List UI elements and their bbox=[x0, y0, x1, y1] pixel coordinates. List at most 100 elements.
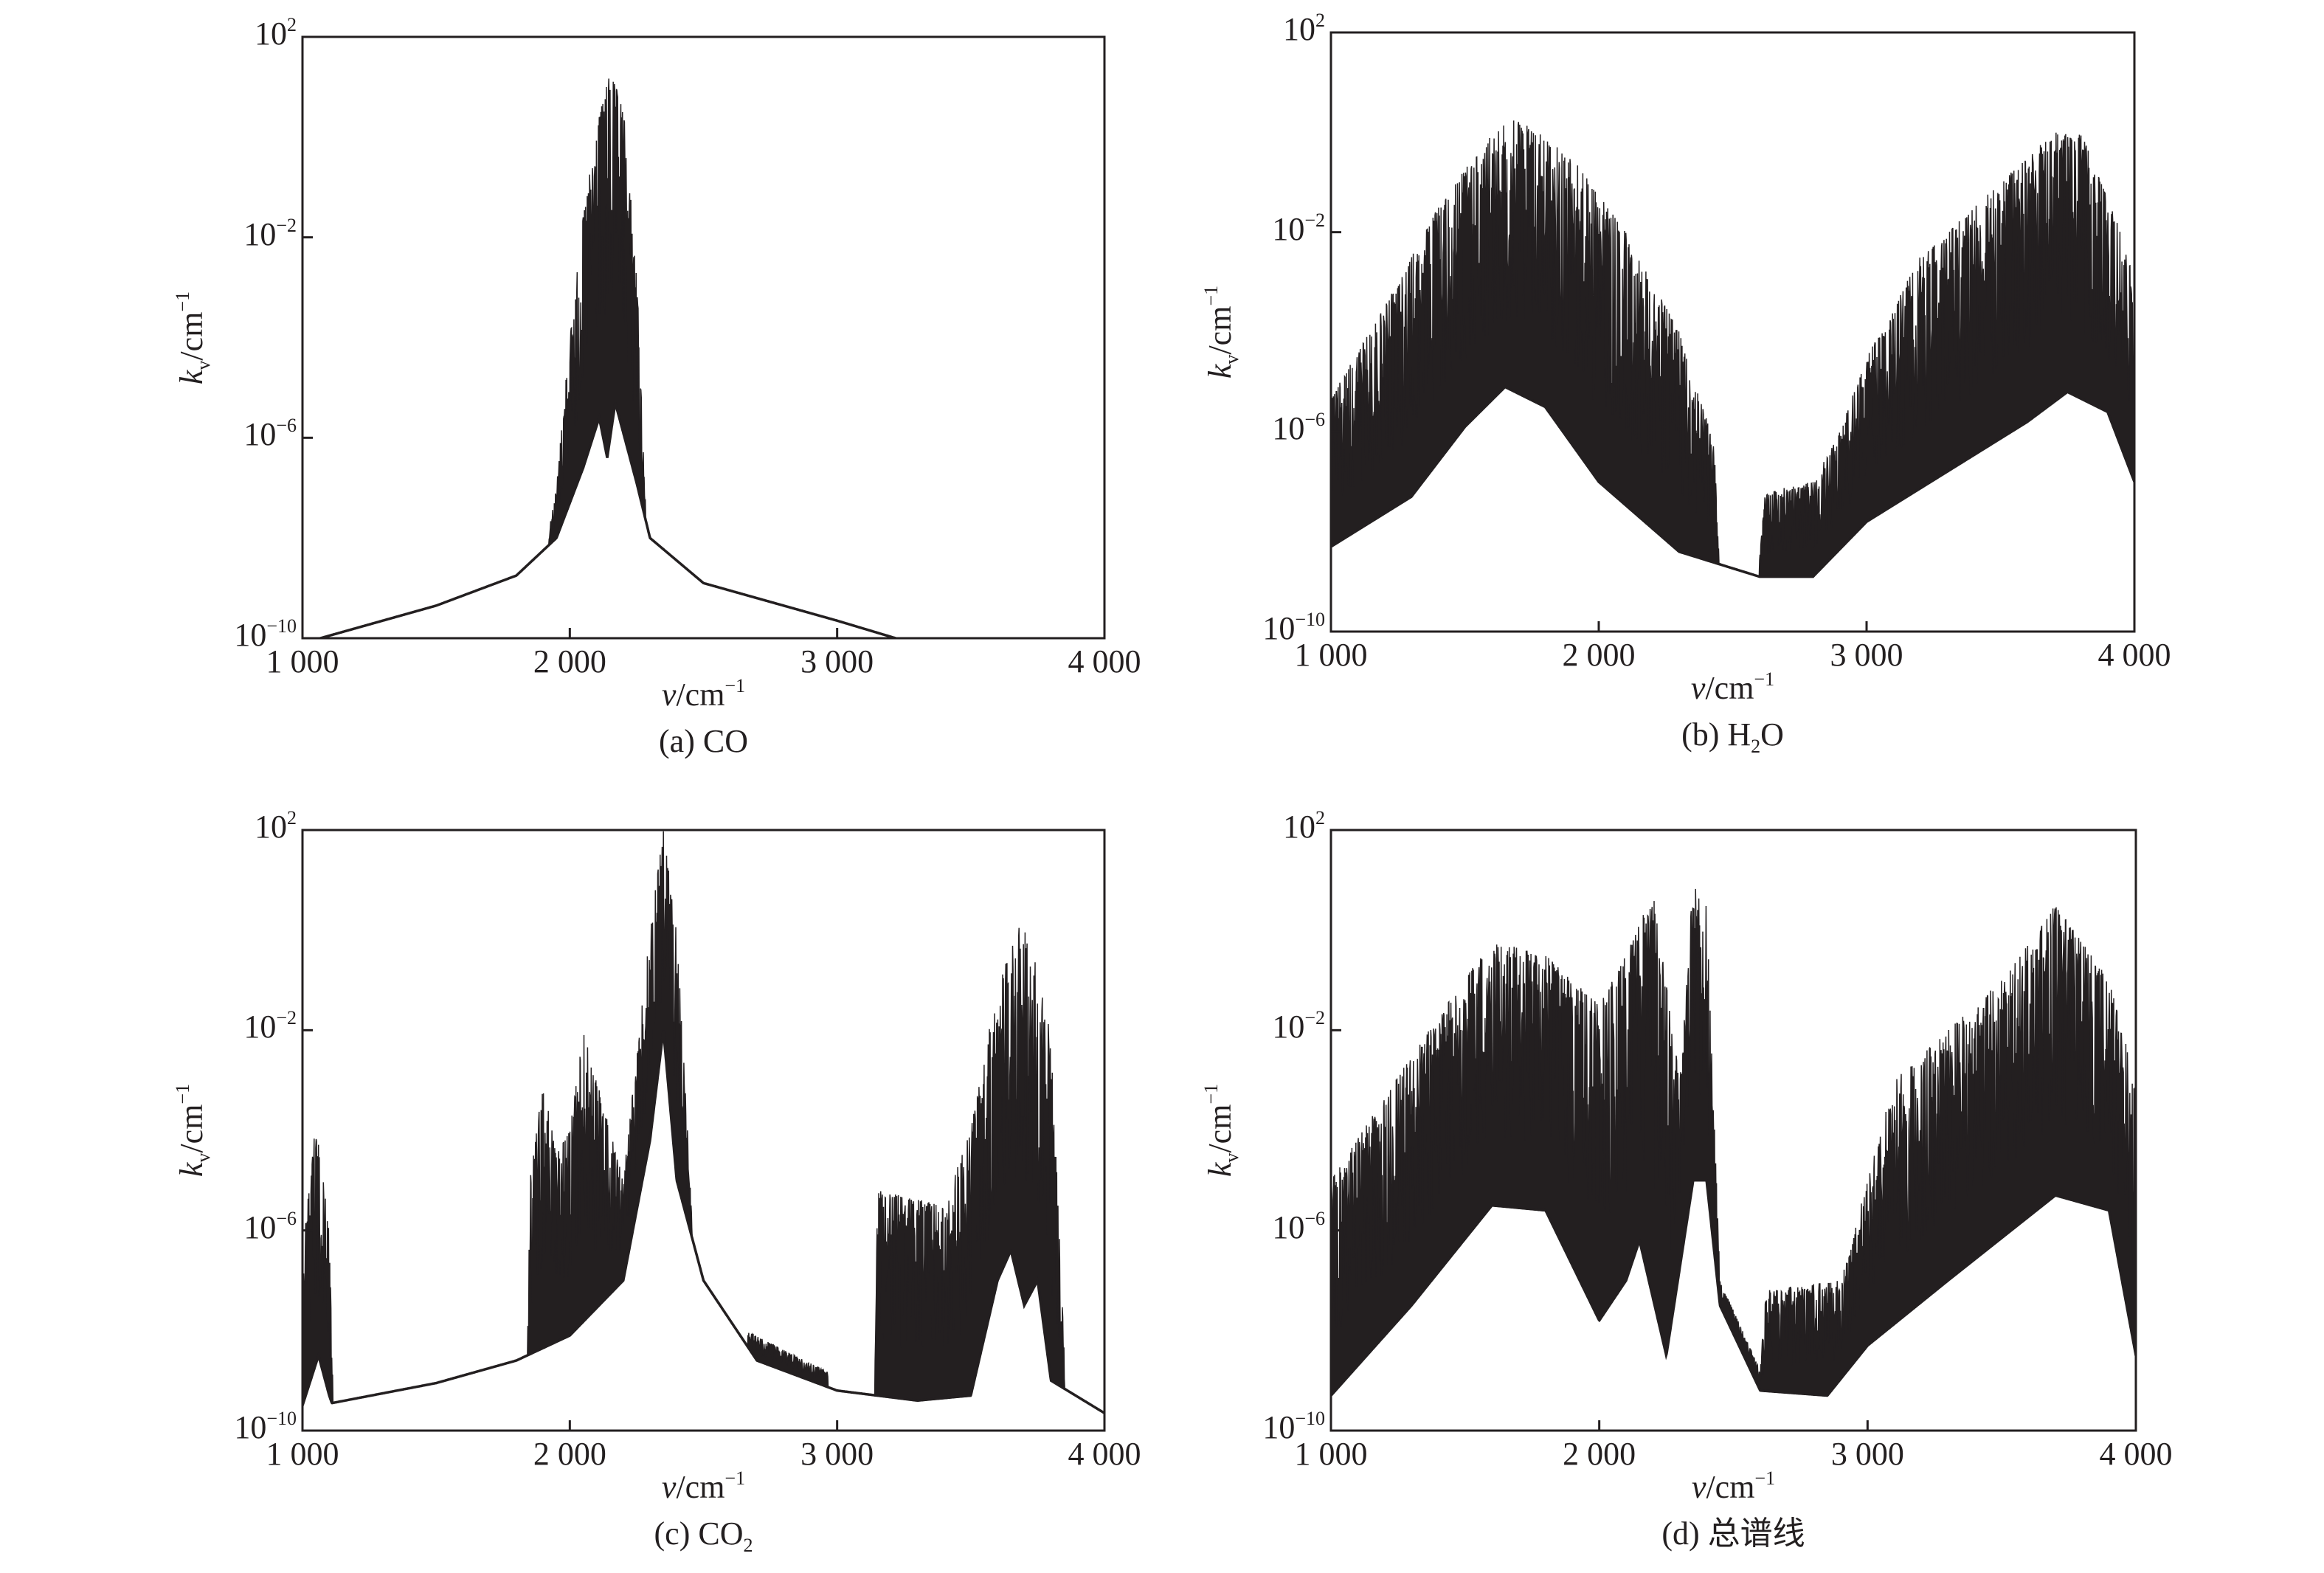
chart-b bbox=[1329, 31, 2136, 633]
chart-d bbox=[1329, 829, 2137, 1432]
y-tick-base: 10 bbox=[1262, 1409, 1296, 1445]
y-tick-base: 10 bbox=[234, 1409, 267, 1445]
y-tick-exponent: −6 bbox=[1304, 409, 1325, 431]
y-tick-label: 10−10 bbox=[1262, 1408, 1325, 1445]
ylabel-sub: v bbox=[193, 360, 214, 370]
y-tick-base: 10 bbox=[1283, 809, 1315, 845]
chart-caption: (a) CO bbox=[659, 725, 748, 758]
ylabel-sub: v bbox=[1221, 354, 1242, 364]
spectrum-total-baseline bbox=[1331, 1179, 2136, 1397]
chart-c bbox=[301, 829, 1106, 1432]
spectrum-CO-area bbox=[318, 78, 898, 638]
xlabel-unit: /cm bbox=[676, 677, 725, 713]
plot-frame bbox=[301, 829, 1106, 1432]
y-axis-label: kv/cm−1 bbox=[172, 1084, 214, 1177]
xlabel-exp: −1 bbox=[1754, 668, 1775, 690]
y-tick-label: 10−6 bbox=[243, 415, 297, 453]
x-axis-label: v/cm−1 bbox=[1690, 670, 1774, 706]
spectrum-H2O-baseline bbox=[1331, 385, 2134, 578]
caption-text: (a) CO bbox=[659, 723, 748, 759]
y-tick-base: 10 bbox=[1272, 410, 1305, 447]
y-tick-label: 10−2 bbox=[1272, 210, 1325, 247]
y-tick-exponent: −2 bbox=[1304, 1007, 1325, 1029]
ylabel-sub: v bbox=[1221, 1152, 1242, 1163]
x-axis-label: v/cm−1 bbox=[1692, 1469, 1775, 1505]
plot-frame bbox=[301, 35, 1106, 640]
y-axis-label: kv/cm−1 bbox=[172, 291, 214, 384]
ylabel-exp: −1 bbox=[1200, 1083, 1222, 1104]
spectrum-total-area bbox=[1331, 888, 2136, 1397]
ylabel-var: k bbox=[1202, 364, 1238, 379]
y-tick-base: 10 bbox=[243, 416, 277, 453]
x-tick-text: 2 000 bbox=[533, 1436, 606, 1472]
y-tick-exponent: −6 bbox=[276, 415, 297, 437]
x-tick-label: 3 000 bbox=[1831, 1438, 1904, 1470]
chart-caption: (c) CO2 bbox=[654, 1518, 753, 1555]
ylabel-exp: −1 bbox=[1200, 285, 1222, 306]
y-tick-base: 10 bbox=[243, 1209, 277, 1245]
x-tick-text: 3 000 bbox=[1830, 1436, 1904, 1472]
y-tick-base: 10 bbox=[1272, 1009, 1305, 1045]
y-tick-exponent: −10 bbox=[1295, 1408, 1325, 1429]
chart-caption: (b) H2O bbox=[1681, 716, 1784, 756]
x-tick-label: 1 000 bbox=[1295, 639, 1368, 671]
y-tick-label: 10−2 bbox=[243, 1009, 297, 1043]
x-tick-label: 4 000 bbox=[2100, 1438, 2173, 1470]
y-axis-label: kv/cm−1 bbox=[1200, 286, 1242, 379]
xlabel-unit: /cm bbox=[676, 1469, 725, 1505]
ylabel-exp: −1 bbox=[172, 291, 193, 312]
x-tick-text: 4 000 bbox=[1068, 643, 1141, 680]
chart-a bbox=[301, 35, 1106, 640]
y-tick-label: 10−6 bbox=[1272, 409, 1325, 447]
x-tick-text: 2 000 bbox=[1563, 1436, 1636, 1472]
spectrum-CO-baseline bbox=[315, 402, 901, 638]
y-tick-exponent: −6 bbox=[276, 1207, 297, 1229]
y-tick-base: 10 bbox=[255, 809, 287, 845]
x-tick-label: 3 000 bbox=[1830, 639, 1903, 671]
ylabel-unit: /cm bbox=[1202, 1104, 1238, 1153]
y-tick-exponent: 2 bbox=[1315, 807, 1325, 829]
xlabel-exp: −1 bbox=[724, 675, 746, 696]
caption-post: O bbox=[1760, 716, 1784, 753]
x-tick-text: 1 000 bbox=[266, 1436, 339, 1472]
y-tick-base: 10 bbox=[1283, 11, 1315, 47]
x-tick-label: 3 000 bbox=[800, 646, 874, 678]
y-tick-label: 10−6 bbox=[1272, 1207, 1325, 1244]
y-tick-base: 10 bbox=[1272, 210, 1305, 247]
y-tick-exponent: −2 bbox=[276, 1007, 297, 1029]
plot-frame bbox=[1329, 31, 2136, 633]
x-tick-label: 4 000 bbox=[2098, 639, 2171, 671]
y-tick-exponent: −2 bbox=[276, 214, 297, 236]
y-tick-exponent: −10 bbox=[266, 615, 297, 637]
x-tick-label: 2 000 bbox=[533, 1438, 606, 1470]
xlabel-var: v bbox=[1690, 670, 1706, 706]
xlabel-var: v bbox=[661, 677, 677, 713]
x-tick-label: 4 000 bbox=[1068, 646, 1141, 678]
x-tick-label: 1 000 bbox=[1295, 1438, 1368, 1470]
y-tick-base: 10 bbox=[243, 215, 277, 252]
chart-caption: (d) 总谱线 bbox=[1661, 1518, 1805, 1550]
y-tick-label: 10−10 bbox=[234, 617, 297, 651]
ylabel-sub: v bbox=[193, 1152, 214, 1163]
x-tick-text: 3 000 bbox=[800, 1436, 874, 1472]
caption-sub: 2 bbox=[1751, 736, 1761, 757]
y-tick-label: 10−6 bbox=[243, 1207, 297, 1245]
x-tick-label: 4 000 bbox=[1068, 1438, 1141, 1470]
y-tick-label: 102 bbox=[1283, 809, 1325, 845]
y-tick-exponent: −10 bbox=[266, 1408, 297, 1429]
caption-sub: 2 bbox=[743, 1535, 753, 1556]
caption-text: (b) H bbox=[1681, 716, 1751, 753]
x-tick-text: 4 000 bbox=[1068, 1436, 1141, 1472]
x-tick-label: 1 000 bbox=[266, 646, 339, 678]
x-tick-text: 1 000 bbox=[266, 643, 339, 680]
x-tick-text: 3 000 bbox=[800, 643, 874, 680]
y-axis-label: kv/cm−1 bbox=[1200, 1084, 1242, 1177]
ylabel-exp: −1 bbox=[172, 1083, 193, 1104]
ylabel-unit: /cm bbox=[173, 311, 210, 361]
y-tick-exponent: −6 bbox=[1304, 1207, 1325, 1229]
xlabel-var: v bbox=[661, 1469, 677, 1505]
y-tick-label: 102 bbox=[1283, 11, 1325, 47]
y-tick-label: 102 bbox=[255, 809, 297, 845]
y-tick-label: 102 bbox=[255, 15, 297, 50]
xlabel-unit: /cm bbox=[1706, 1469, 1755, 1505]
